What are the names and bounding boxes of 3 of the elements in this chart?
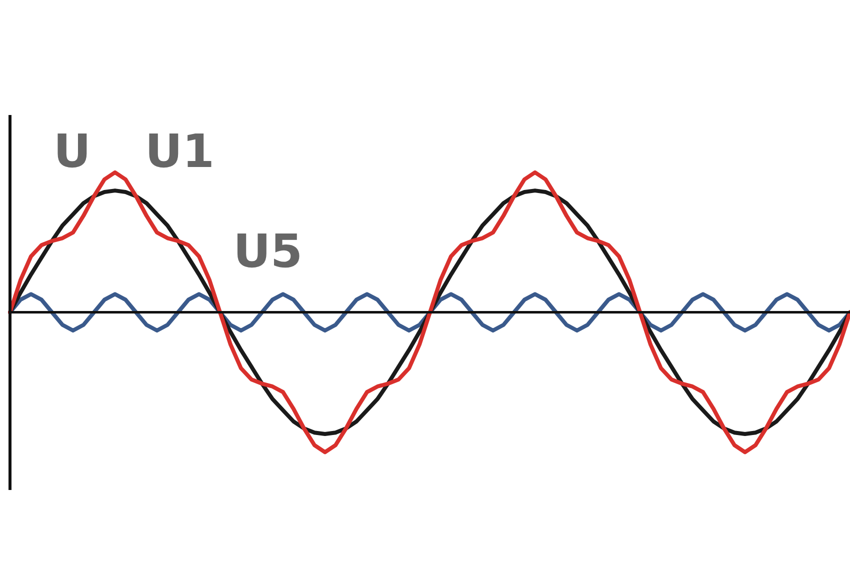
series-label: U (53, 124, 91, 178)
series-label: U5 (233, 224, 303, 278)
series-label: U1 (145, 124, 214, 178)
